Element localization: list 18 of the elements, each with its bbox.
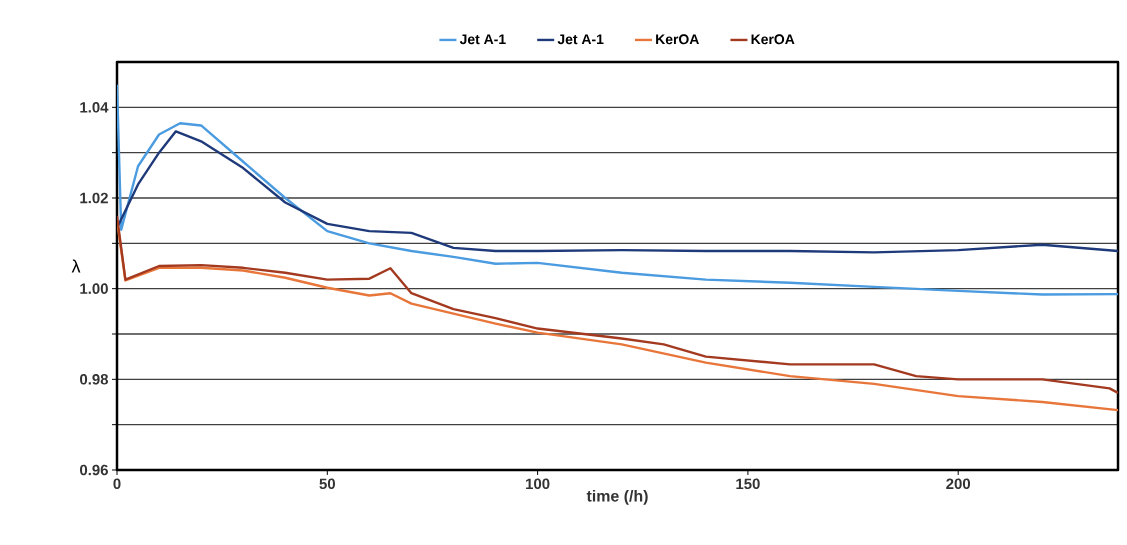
- x-tick-label: 0: [113, 478, 121, 490]
- x-tick-label: 200: [946, 478, 971, 490]
- y-tick-label: 1.00: [80, 283, 108, 294]
- line-series: [117, 83, 1119, 296]
- y-axis-title: λ: [71, 259, 81, 273]
- x-axis-title: time (/h): [586, 489, 648, 505]
- legend-label: Jet A-1: [557, 34, 604, 45]
- legend-label: KerOA: [751, 34, 795, 45]
- x-tick-label: 150: [736, 478, 760, 490]
- y-tick-label: 1.04: [80, 102, 109, 113]
- x-tick-label: 50: [319, 478, 335, 490]
- line-series: [117, 130, 1119, 254]
- y-tick-label: 0.98: [80, 374, 109, 385]
- y-tick-label: 0.96: [80, 464, 108, 476]
- legend-label: Jet A-1: [459, 34, 506, 45]
- legend-label: KerOA: [656, 34, 699, 45]
- y-tick-label: 1.02: [80, 192, 108, 204]
- x-tick-label: 100: [526, 478, 550, 490]
